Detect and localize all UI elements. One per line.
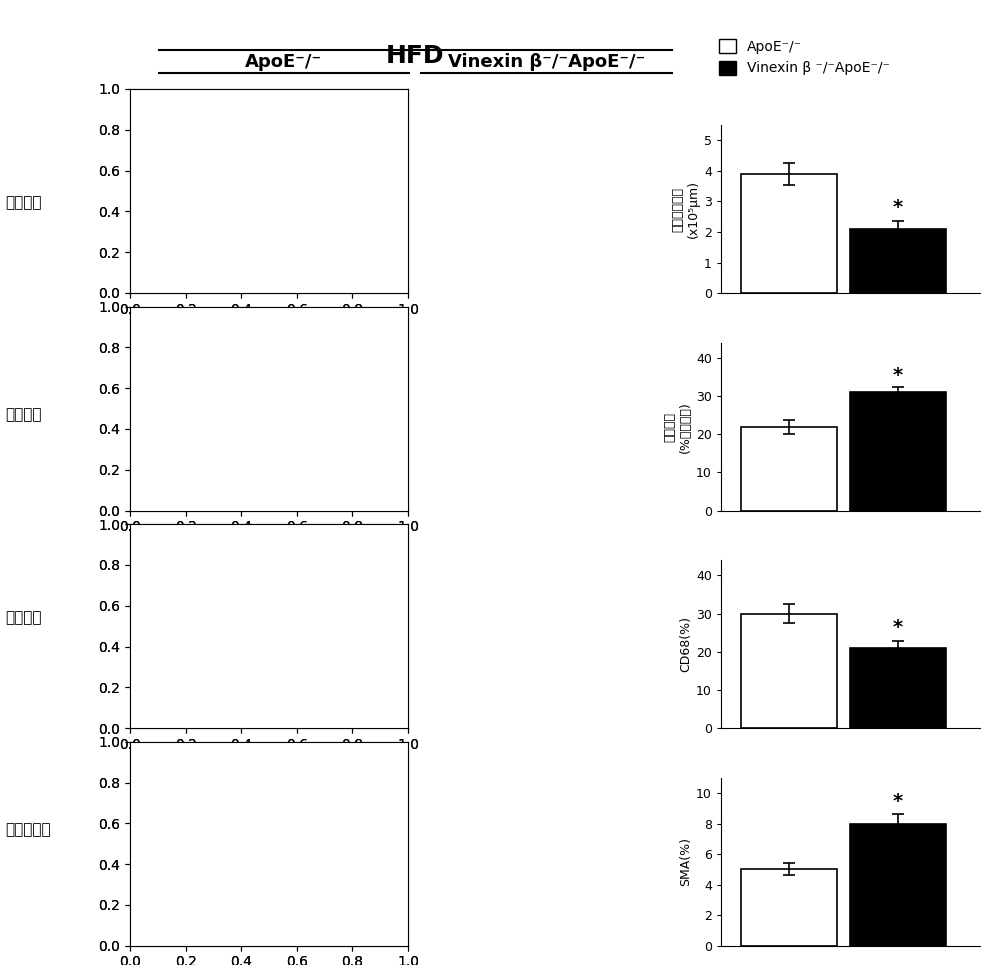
Text: *: * [893, 792, 903, 812]
Y-axis label: 坏死中心面积
(x10⁵μm): 坏死中心面积 (x10⁵μm) [672, 180, 700, 238]
Text: *: * [893, 198, 903, 217]
Bar [741, 427, 837, 510]
Bar [850, 823, 946, 946]
Text: 巨噬细胞: 巨噬细胞 [5, 610, 42, 625]
Text: *: * [893, 618, 903, 637]
Text: 平滑肌细胞: 平滑肌细胞 [5, 822, 51, 838]
Y-axis label: 胶原比例
(%斑块面积): 胶原比例 (%斑块面积) [664, 400, 692, 453]
Y-axis label: CD68(%): CD68(%) [679, 617, 692, 673]
Y-axis label: SMA(%): SMA(%) [679, 838, 692, 886]
Text: *: * [893, 366, 903, 385]
Bar [741, 869, 837, 946]
Text: HFD: HFD [386, 44, 444, 69]
Text: ApoE⁻/⁻: ApoE⁻/⁻ [245, 53, 322, 71]
Text: 坏死中心: 坏死中心 [5, 195, 42, 210]
Bar [850, 229, 946, 293]
Bar [850, 393, 946, 510]
Legend: ApoE⁻/⁻, Vinexin β ⁻/⁻ApoE⁻/⁻: ApoE⁻/⁻, Vinexin β ⁻/⁻ApoE⁻/⁻ [715, 35, 894, 79]
Text: Vinexin β⁻/⁻ApoE⁻/⁻: Vinexin β⁻/⁻ApoE⁻/⁻ [448, 53, 645, 71]
Bar [741, 174, 837, 293]
Bar [850, 648, 946, 729]
Text: 胶原纤维: 胶原纤维 [5, 407, 42, 423]
Bar [741, 614, 837, 729]
